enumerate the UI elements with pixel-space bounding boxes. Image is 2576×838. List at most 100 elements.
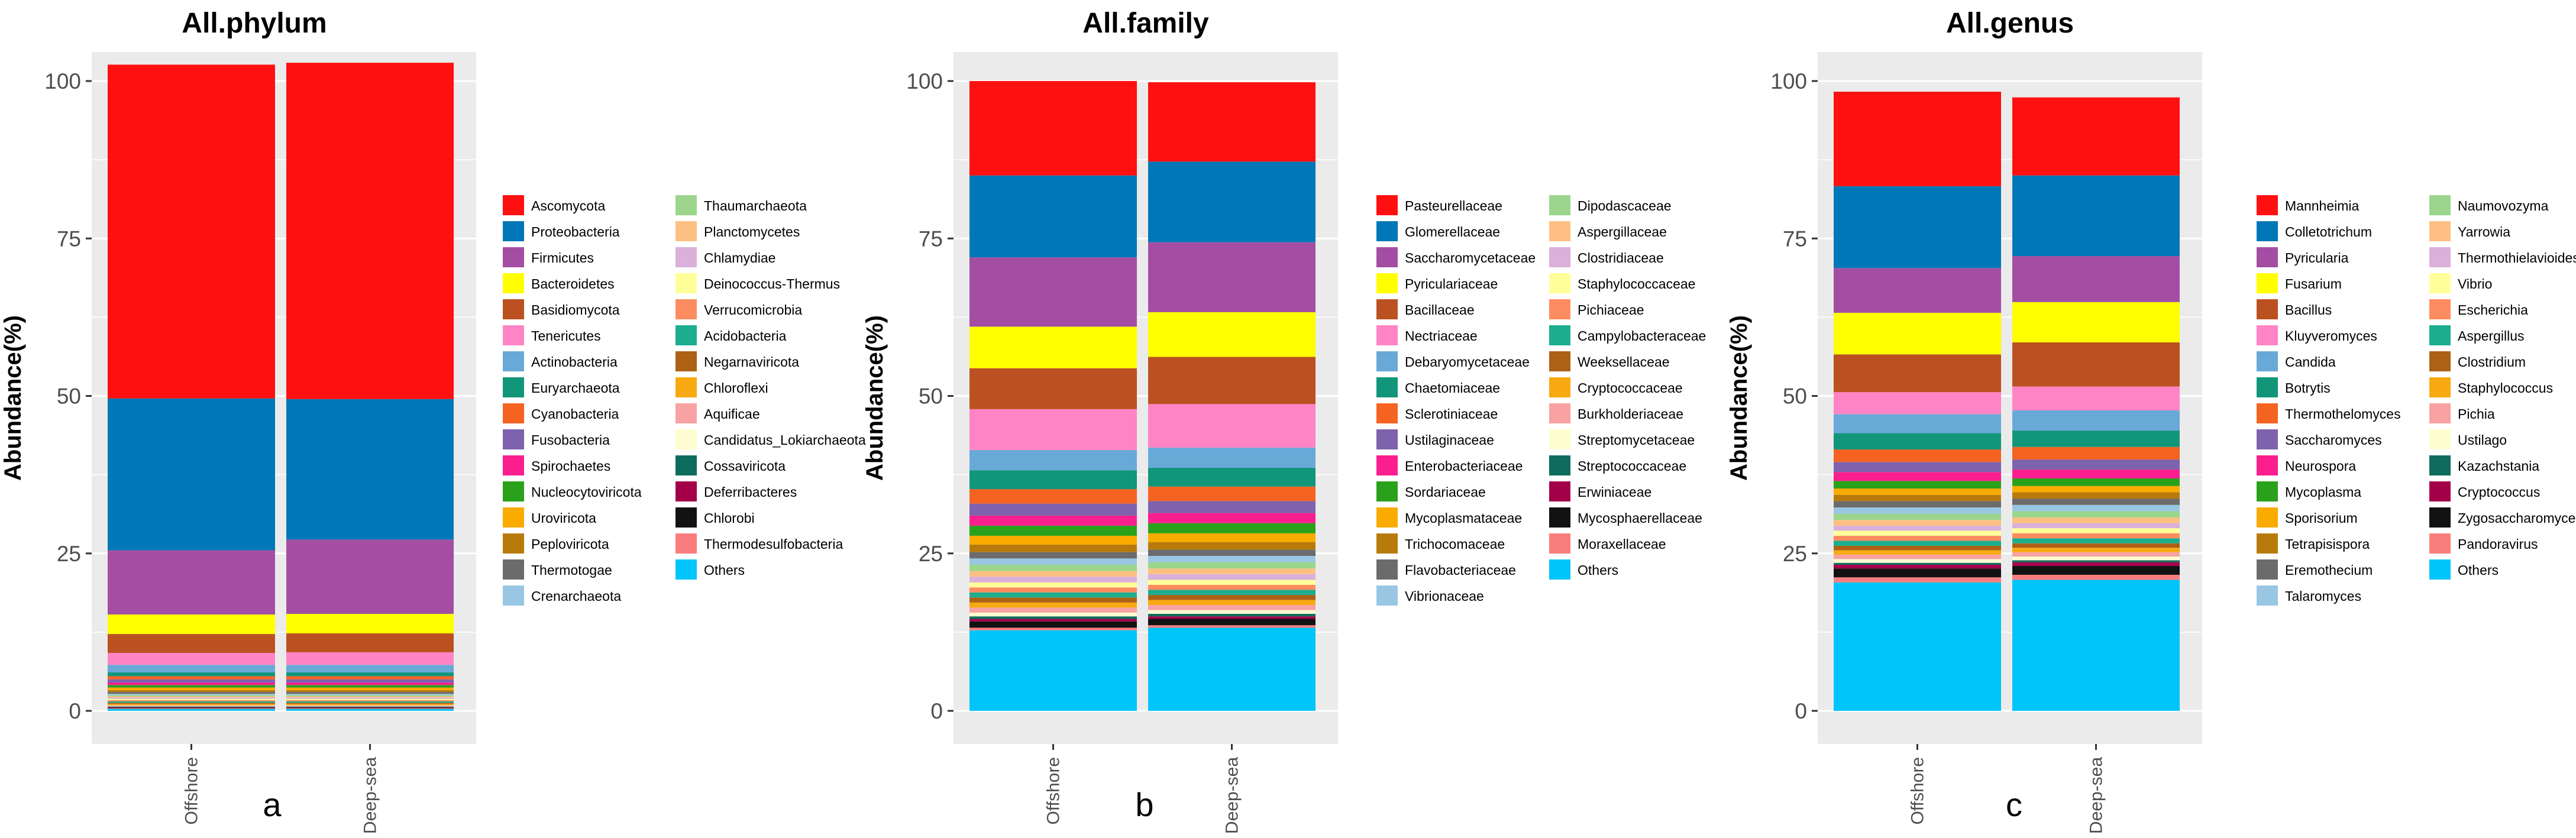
legend-label: Aquificae: [704, 406, 760, 422]
bar-segment-deep-sea-saccharomycetaceae: [1148, 242, 1316, 312]
legend-label: Thermodesulfobacteria: [704, 536, 843, 552]
legend-label: Flavobacteriaceae: [1405, 562, 1516, 578]
legend-label: Ascomycota: [531, 198, 605, 213]
bar-segment-deep-sea-vibrio: [2012, 528, 2180, 533]
legend-label: Thermothelomyces: [2285, 406, 2401, 422]
legend-label: Clostridiaceae: [1578, 250, 1664, 266]
bar-segment-offshore-euryarchaeota: [108, 672, 275, 677]
bar-segment-offshore-mycoplasmataceae: [969, 535, 1137, 545]
bar-segment-offshore-sclerotiniaceae: [969, 489, 1137, 504]
bar-segment-deep-sea-vibrionaceae: [1148, 556, 1316, 562]
bar-segment-offshore-burkholderiaceae: [969, 607, 1137, 613]
legend-label: Sordariaceae: [1405, 484, 1486, 500]
legend: Pasteurellaceae Glomerellaceae Saccharomyc…: [1376, 195, 1706, 606]
bar-segment-offshore-campylobacteraceae: [969, 592, 1137, 598]
legend-swatch-proteobacteria: [503, 221, 524, 241]
bar-segment-offshore-thermodesulfobacteria: [108, 708, 275, 709]
bar-segment-offshore-bacteroidetes: [108, 614, 275, 635]
legend-label: Verrucomicrobia: [704, 302, 802, 318]
legend-label: Cryptococcus: [2458, 484, 2540, 500]
bar-segment-offshore-glomerellaceae: [969, 175, 1137, 258]
y-tick-label: 0: [69, 699, 81, 723]
legend-label: Staphylococcus: [2458, 380, 2553, 396]
legend-label: Neurospora: [2285, 458, 2356, 474]
bar-segment-offshore-colletotrichum: [1834, 186, 2001, 268]
y-axis-title: Abundance(%): [1726, 315, 1752, 481]
legend-swatch-trichocomaceae: [1376, 533, 1398, 554]
bar-segment-deep-sea-clostridium: [2012, 543, 2180, 548]
bar-segment-deep-sea-deferribacteres: [286, 707, 454, 708]
bar-segment-offshore-chlamydiae: [108, 697, 275, 699]
legend-swatch-thermothielavioides: [2429, 247, 2451, 267]
legend-swatch-cryptococcus: [2429, 481, 2451, 501]
bar-segment-offshore-chaetomiaceae: [969, 470, 1137, 490]
legend-label: Yarrowia: [2458, 224, 2510, 240]
bar-segment-deep-sea-pasteurellaceae: [1148, 82, 1316, 162]
legend-swatch-uroviricota: [503, 507, 524, 528]
legend-label: Others: [1578, 562, 1618, 578]
bar-segment-deep-sea-proteobacteria: [286, 399, 454, 540]
legend-swatch-talaromyces: [2257, 585, 2278, 606]
legend-swatch-pasteurellaceae: [1376, 195, 1398, 215]
bar-segment-offshore-streptomycetaceae: [969, 612, 1137, 617]
y-tick-label: 100: [1770, 69, 1807, 93]
y-tick-label: 25: [919, 542, 943, 566]
legend-label: Ustilaginaceae: [1405, 432, 1494, 448]
bar-segment-deep-sea-ustilaginaceae: [1148, 501, 1316, 513]
bar-segment-offshore-nucleocytoviricota: [108, 685, 275, 688]
legend-swatch-naumovozyma: [2429, 195, 2451, 215]
legend-label: Aspergillus: [2458, 328, 2525, 344]
legend-label: Pyricularia: [2285, 250, 2349, 266]
legend-swatch-candidatus-lokiarchaeota: [675, 429, 697, 449]
legend-label: Crenarchaeota: [531, 588, 621, 604]
bar-segment-deep-sea-peploviricota: [286, 690, 454, 693]
bar-segment-deep-sea-sclerotiniaceae: [1148, 486, 1316, 501]
bar-segment-deep-sea-flavobacteriaceae: [1148, 549, 1316, 556]
legend-label: Glomerellaceae: [1405, 224, 1500, 240]
chart-title: All.family: [1082, 8, 1209, 39]
legend-label: Bacillaceae: [1405, 302, 1475, 318]
legend-label: Saccharomyces: [2285, 432, 2382, 448]
bar-segment-deep-sea-trichocomaceae: [1148, 542, 1316, 550]
bar-segment-offshore-kazachstania: [1834, 562, 2001, 565]
legend-swatch-thermotogae: [503, 559, 524, 580]
bar-segment-deep-sea-others: [2012, 580, 2180, 711]
legend-swatch-burkholderiaceae: [1549, 403, 1570, 423]
bar-segment-deep-sea-saccharomyces: [2012, 460, 2180, 470]
bar-segment-offshore-bacillus: [1834, 354, 2001, 393]
legend-label: Candida: [2285, 354, 2336, 370]
bar-segment-offshore-naumovozyma: [1834, 513, 2001, 520]
bar-segment-offshore-basidiomycota: [108, 634, 275, 653]
y-tick-label: 75: [1783, 227, 1807, 251]
legend-label: Nucleocytoviricota: [531, 484, 642, 500]
y-tick-label: 100: [906, 69, 943, 93]
bar-segment-offshore-yarrowia: [1834, 520, 2001, 526]
bar-segment-offshore-spirochaetes: [108, 682, 275, 685]
legend-label: Spirochaetes: [531, 458, 610, 474]
legend-label: Others: [704, 562, 745, 578]
legend-swatch-pyricularia: [2257, 247, 2278, 267]
legend-label: Kluyveromyces: [2285, 328, 2377, 344]
bar-segment-offshore-tetrapisispora: [1834, 494, 2001, 501]
legend-swatch-others: [2429, 559, 2451, 580]
bar-segment-offshore-thermothielavioides: [1834, 525, 2001, 531]
bar-segment-offshore-ascomycota: [108, 64, 275, 399]
legend-label: Bacillus: [2285, 302, 2332, 318]
legend-swatch-sordariaceae: [1376, 481, 1398, 501]
bar-segment-offshore-acidobacteria: [108, 701, 275, 703]
bar-segment-offshore-cryptococcaceae: [969, 602, 1137, 608]
legend-label: Deferribacteres: [704, 484, 797, 500]
legend-swatch-ustilaginaceae: [1376, 429, 1398, 449]
bar-segment-offshore-crenarchaeota: [108, 694, 275, 695]
legend-label: Saccharomycetaceae: [1405, 250, 1536, 266]
bar-segment-offshore-aquificae: [108, 705, 275, 706]
legend-swatch-streptomycetaceae: [1549, 429, 1570, 449]
x-tick-label: Deep-sea: [2087, 757, 2106, 834]
bar-segment-deep-sea-weeksellaceae: [1148, 595, 1316, 600]
y-tick-label: 50: [1783, 384, 1807, 409]
legend-label: Tenericutes: [531, 328, 601, 344]
bar-segment-offshore-saccharomyces: [1834, 462, 2001, 473]
legend-swatch-erwiniaceae: [1549, 481, 1570, 501]
bar-segment-offshore-pandoravirus: [1834, 577, 2001, 583]
bar-segment-deep-sea-mycoplasma: [2012, 478, 2180, 486]
